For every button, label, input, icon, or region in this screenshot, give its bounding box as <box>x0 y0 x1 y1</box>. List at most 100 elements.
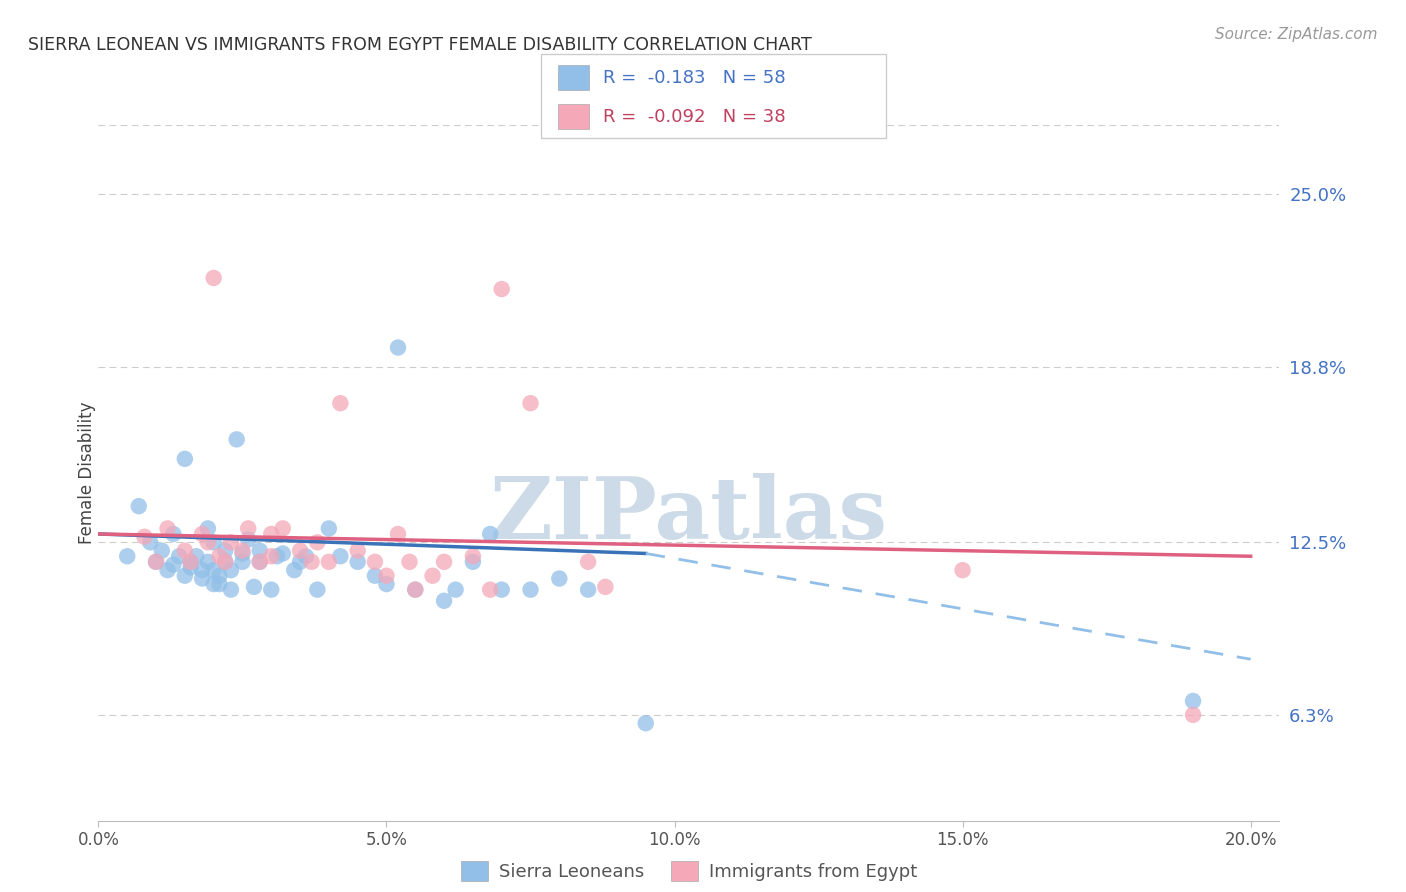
Point <box>214 555 236 569</box>
Point <box>283 563 305 577</box>
Point <box>491 282 513 296</box>
Point <box>346 555 368 569</box>
Point <box>375 568 398 582</box>
Point <box>219 582 242 597</box>
Point <box>202 577 225 591</box>
Point <box>491 582 513 597</box>
Point <box>156 521 179 535</box>
Point <box>1182 707 1205 722</box>
Point <box>162 558 184 572</box>
Point <box>173 543 195 558</box>
Legend: Sierra Leoneans, Immigrants from Egypt: Sierra Leoneans, Immigrants from Egypt <box>454 854 924 888</box>
Point <box>479 527 502 541</box>
Point <box>145 555 167 569</box>
Point <box>288 543 311 558</box>
Point <box>266 549 288 564</box>
Point <box>115 549 138 564</box>
Point <box>260 582 283 597</box>
Point <box>219 563 242 577</box>
Point <box>307 535 329 549</box>
Text: R =  -0.183   N = 58: R = -0.183 N = 58 <box>603 69 786 87</box>
Point <box>519 582 541 597</box>
Point <box>231 555 253 569</box>
Point <box>260 549 283 564</box>
Point <box>295 549 318 564</box>
Point <box>364 568 387 582</box>
Point <box>191 527 214 541</box>
Point <box>214 555 236 569</box>
Point <box>180 555 202 569</box>
Point <box>238 533 260 547</box>
Point <box>249 543 271 558</box>
Point <box>576 582 599 597</box>
Point <box>208 577 231 591</box>
Point <box>404 582 426 597</box>
Text: Source: ZipAtlas.com: Source: ZipAtlas.com <box>1215 27 1378 42</box>
Point <box>576 555 599 569</box>
Point <box>595 580 617 594</box>
Point <box>479 582 502 597</box>
Point <box>548 572 571 586</box>
Point <box>150 543 173 558</box>
Point <box>134 530 156 544</box>
Point <box>329 396 352 410</box>
Point <box>433 555 456 569</box>
Point <box>461 555 484 569</box>
Point <box>249 555 271 569</box>
Point <box>145 555 167 569</box>
Point <box>634 716 657 731</box>
Point <box>208 568 231 582</box>
Point <box>214 543 236 558</box>
Point <box>519 396 541 410</box>
Point <box>128 499 150 513</box>
Point <box>433 594 456 608</box>
Point <box>202 563 225 577</box>
Point <box>404 582 426 597</box>
Point <box>249 555 271 569</box>
Point <box>260 527 283 541</box>
Point <box>225 433 247 447</box>
Point <box>346 543 368 558</box>
Point <box>1182 694 1205 708</box>
Point <box>387 341 409 355</box>
Point <box>139 535 162 549</box>
Point <box>156 563 179 577</box>
Text: SIERRA LEONEAN VS IMMIGRANTS FROM EGYPT FEMALE DISABILITY CORRELATION CHART: SIERRA LEONEAN VS IMMIGRANTS FROM EGYPT … <box>28 36 811 54</box>
Point <box>422 568 444 582</box>
Point <box>219 535 242 549</box>
Point <box>301 555 323 569</box>
Point <box>231 546 253 560</box>
Y-axis label: Female Disability: Female Disability <box>79 401 96 544</box>
Point <box>288 555 311 569</box>
Point <box>202 535 225 549</box>
Point <box>186 549 208 564</box>
Point <box>461 549 484 564</box>
Point <box>167 549 190 564</box>
Point <box>173 451 195 466</box>
Point <box>952 563 974 577</box>
Point <box>197 535 219 549</box>
Point <box>375 577 398 591</box>
Point <box>197 555 219 569</box>
Point <box>202 271 225 285</box>
Point <box>307 582 329 597</box>
Point <box>364 555 387 569</box>
Point <box>208 549 231 564</box>
Point <box>180 555 202 569</box>
Point <box>180 560 202 574</box>
Text: R =  -0.092   N = 38: R = -0.092 N = 38 <box>603 108 786 126</box>
Text: ZIPatlas: ZIPatlas <box>489 473 889 557</box>
Point <box>191 572 214 586</box>
Point <box>318 521 340 535</box>
Point <box>231 543 253 558</box>
Point <box>398 555 420 569</box>
Point <box>271 521 294 535</box>
Point <box>387 527 409 541</box>
Point <box>197 521 219 535</box>
Point <box>329 549 352 564</box>
Point <box>173 568 195 582</box>
Point <box>162 527 184 541</box>
Point <box>238 521 260 535</box>
Point <box>444 582 467 597</box>
Point <box>191 563 214 577</box>
